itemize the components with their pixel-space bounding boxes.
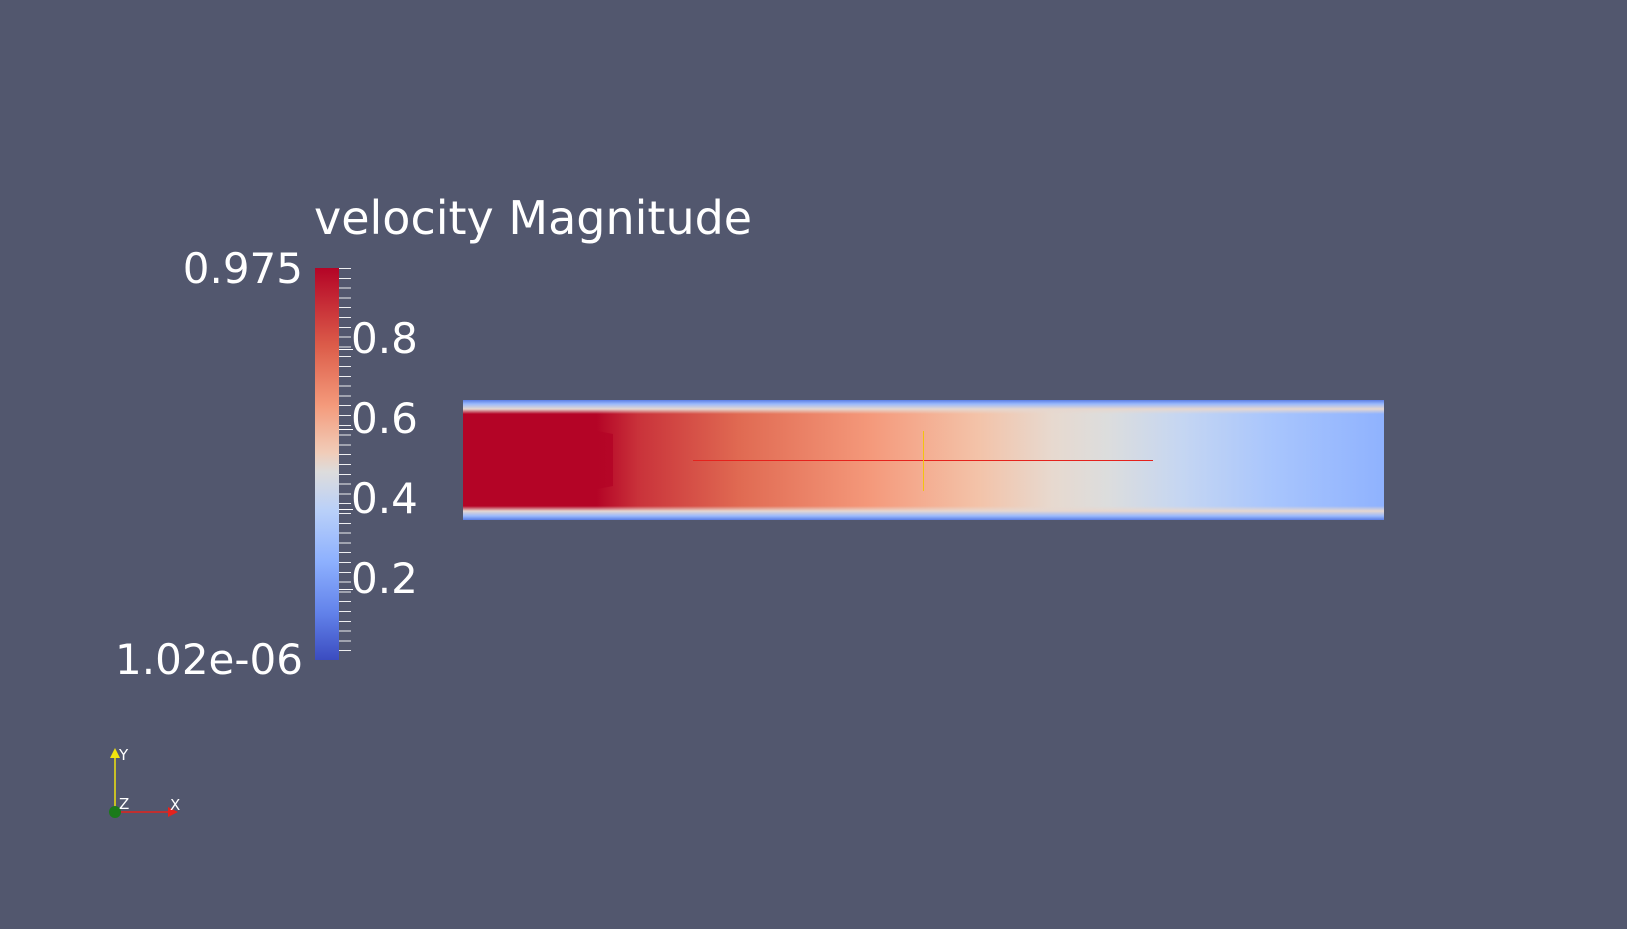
axis-y-label: Y: [119, 746, 129, 764]
colorbar-major-tick: [339, 429, 353, 430]
colorbar-gradient[interactable]: [315, 268, 339, 660]
colorbar-major-tick: [339, 509, 353, 510]
colorbar-major-tick: [339, 349, 353, 350]
axes-triad-icon: [109, 748, 178, 818]
axis-z-label: Z: [119, 795, 130, 813]
colorbar-tick-label: 0.8: [351, 314, 418, 363]
axis-x-label: X: [170, 796, 181, 814]
colorbar-tick-label: 0.2: [351, 554, 418, 603]
velocity-field-channel[interactable]: [463, 400, 1384, 520]
inlet-profile-shape: [463, 406, 613, 514]
colorbar-major-tick: [339, 589, 353, 590]
orientation-axes: Y Z X: [100, 742, 200, 822]
colorbar-title: velocity Magnitude: [314, 191, 753, 245]
colorbar-min-label: 1.02e-06: [115, 635, 303, 684]
colorbar-minor-ticks: [339, 268, 351, 660]
colorbar-tick-label: 0.6: [351, 394, 418, 443]
channel-wall-top: [463, 400, 1384, 414]
colorbar-tick-label: 0.4: [351, 474, 418, 523]
colorbar-max-label: 0.975: [182, 244, 303, 293]
channel-wall-bottom: [463, 506, 1384, 520]
probe-line-vertical[interactable]: [923, 431, 924, 491]
